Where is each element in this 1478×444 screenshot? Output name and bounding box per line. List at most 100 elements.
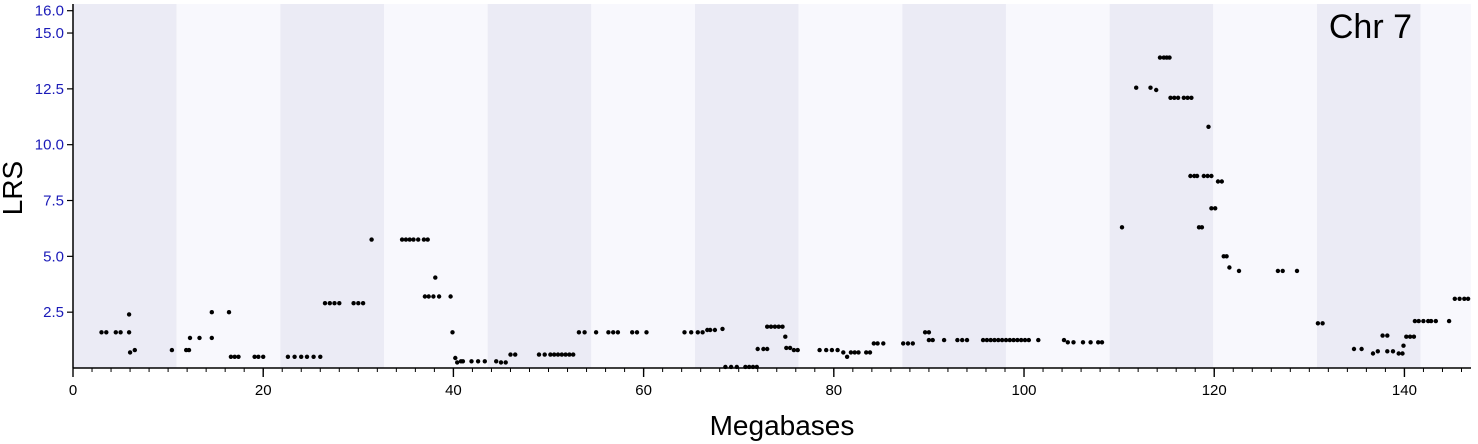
data-point (1065, 340, 1071, 345)
x-tick-label: 60 (635, 382, 652, 399)
data-point (1080, 340, 1086, 345)
data-point (513, 352, 518, 357)
data-point (232, 354, 237, 359)
data-point (1209, 206, 1214, 211)
data-point (1236, 268, 1242, 274)
data-point (552, 352, 557, 357)
data-point (1396, 351, 1401, 356)
data-point (999, 337, 1005, 343)
y-tick-label: 16.0 (35, 3, 64, 20)
data-point (1209, 173, 1214, 179)
band (383, 4, 488, 368)
data-point (99, 330, 104, 335)
data-point (1421, 318, 1426, 324)
data-point (261, 354, 266, 359)
data-point (1185, 95, 1190, 101)
data-point (817, 347, 822, 353)
data-point (1199, 225, 1205, 230)
data-point (780, 324, 785, 329)
data-point (634, 330, 640, 335)
y-axis: 2.5 5.0 7.5 10.0 12.5 15.0 16.0 (35, 3, 74, 368)
data-point (712, 327, 718, 333)
band (73, 4, 177, 368)
data-point (1026, 337, 1032, 343)
data-point (292, 354, 297, 359)
x-tick-label: 40 (445, 382, 462, 399)
data-point (1404, 334, 1409, 339)
x-tick-label: 100 (1012, 382, 1037, 399)
data-point (1096, 340, 1101, 345)
x-axis-label: Megabases (710, 410, 855, 441)
data-point (431, 294, 436, 299)
data-point (1359, 346, 1364, 352)
data-point (720, 326, 725, 332)
data-point (844, 354, 850, 359)
data-point (369, 237, 374, 242)
y-tick-label: 5.0 (43, 248, 64, 265)
data-point (1003, 337, 1009, 343)
data-point (996, 337, 1001, 343)
data-point (498, 360, 504, 365)
data-point (824, 347, 829, 353)
band (591, 4, 695, 368)
data-point (126, 312, 132, 317)
data-point (482, 359, 487, 364)
band (1213, 4, 1317, 368)
data-point (118, 330, 123, 335)
y-tick-label: 10.0 (35, 137, 64, 154)
data-point (1294, 268, 1300, 274)
data-point (455, 360, 460, 365)
data-point (1385, 333, 1390, 338)
data-point (327, 301, 332, 306)
data-point (1088, 340, 1093, 345)
data-point (835, 347, 840, 353)
band (280, 4, 384, 368)
data-point (226, 310, 232, 315)
data-point (460, 359, 466, 364)
data-point (1446, 318, 1452, 324)
data-point (1036, 337, 1041, 343)
data-point (772, 324, 778, 329)
data-point (425, 237, 430, 242)
data-point (475, 359, 481, 364)
data-point (1315, 321, 1321, 326)
data-point (856, 350, 861, 355)
data-point (494, 359, 499, 364)
chromosome-label: Chr 7 (1329, 8, 1412, 46)
data-point (768, 324, 774, 329)
data-point (644, 330, 649, 335)
data-point (567, 352, 572, 357)
data-point (905, 341, 911, 346)
band (694, 4, 799, 368)
data-point (988, 337, 993, 343)
data-point (322, 301, 328, 306)
data-point (1428, 318, 1434, 324)
data-point (930, 337, 935, 343)
data-point (761, 346, 766, 352)
band (1005, 4, 1110, 368)
data-point (536, 352, 542, 357)
data-point (421, 237, 427, 242)
data-point (285, 354, 291, 359)
data-point (1213, 206, 1218, 211)
data-point (209, 310, 214, 315)
data-point (1167, 55, 1172, 60)
data-point (1099, 340, 1105, 345)
band (487, 4, 592, 368)
data-point (1188, 173, 1193, 179)
data-point (1412, 318, 1418, 324)
data-point (1411, 334, 1417, 339)
x-axis: 0 20 40 60 80 100 120 140 (69, 367, 1471, 399)
data-point (1375, 349, 1381, 354)
data-point (1175, 95, 1181, 101)
data-point (848, 350, 854, 355)
data-point (576, 330, 582, 335)
data-point (127, 350, 133, 355)
data-point (875, 341, 880, 346)
y-tick-label: 2.5 (43, 304, 64, 321)
data-point (1452, 296, 1458, 301)
data-point (1280, 268, 1285, 274)
data-point (682, 330, 687, 335)
data-point (555, 352, 561, 357)
data-point (765, 324, 770, 329)
